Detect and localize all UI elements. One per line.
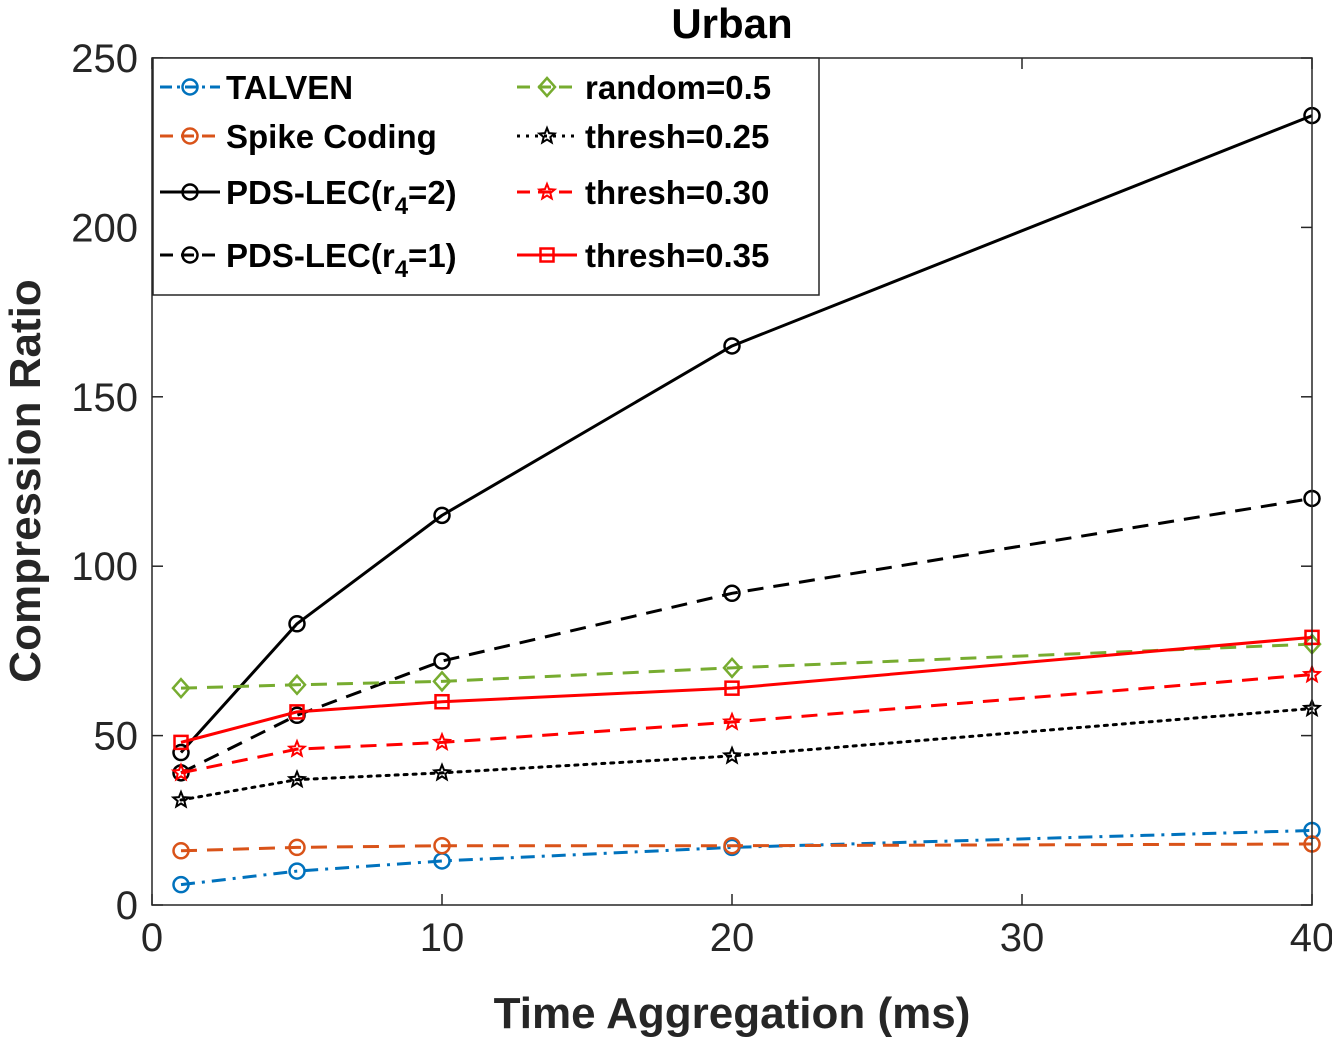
- data-point: [432, 670, 452, 693]
- y-axis-label: Compression Ratio: [1, 279, 50, 682]
- data-point: [433, 836, 451, 855]
- series-line: [180, 842, 1313, 853]
- legend-entry: thresh=0.35: [517, 237, 769, 274]
- legend-swatch-marker: [537, 76, 557, 98]
- series-line: [180, 642, 1313, 690]
- data-point: [723, 337, 741, 355]
- data-point: [288, 862, 306, 880]
- legend-label: PDS-LEC(r4=2): [226, 174, 457, 220]
- x-tick-label: 40: [1290, 916, 1332, 960]
- y-tick-label: 150: [71, 376, 138, 420]
- series-line: [180, 828, 1313, 887]
- y-tick-label: 100: [71, 545, 138, 589]
- data-point: [433, 506, 451, 525]
- data-point: [288, 615, 306, 633]
- data-point: [723, 584, 741, 603]
- legend-entry: thresh=0.30: [517, 174, 769, 211]
- series-6: [170, 663, 1323, 782]
- data-point: [433, 652, 451, 670]
- data-point: [723, 836, 741, 855]
- legend-label: thresh=0.35: [585, 237, 769, 274]
- series-line: [179, 707, 1314, 802]
- data-point: [172, 875, 190, 894]
- legend-label: thresh=0.25: [585, 118, 769, 155]
- chart-title: Urban: [671, 0, 792, 47]
- data-point: [170, 762, 192, 782]
- series-line: [180, 673, 1313, 775]
- data-point: [721, 745, 743, 765]
- legend-swatch-marker: [536, 125, 558, 145]
- legend-entry: PDS-LEC(r4=2): [160, 174, 457, 220]
- x-tick-label: 30: [1000, 916, 1045, 960]
- legend-swatch-marker: [181, 127, 199, 145]
- y-tick-label: 200: [71, 206, 138, 250]
- legend-swatch-marker: [181, 78, 199, 96]
- legend-entry: thresh=0.25: [517, 118, 769, 155]
- legend-label: thresh=0.30: [585, 174, 769, 211]
- x-tick-label: 0: [141, 916, 163, 960]
- data-point: [724, 680, 740, 696]
- y-tick-label: 0: [116, 884, 138, 928]
- x-tick-label: 10: [420, 916, 465, 960]
- legend-entry: TALVEN: [160, 69, 353, 106]
- legend: TALVEN Spike Coding PDS-LEC(r4=2) PDS-LEC(r…: [152, 57, 820, 296]
- series-line: [179, 114, 1313, 754]
- data-point: [286, 768, 308, 789]
- legend-swatch-marker: [181, 183, 199, 201]
- data-point: [434, 693, 450, 710]
- legend-entry: Spike Coding: [160, 118, 437, 155]
- series-5: [170, 697, 1323, 809]
- x-tick-label: 20: [710, 916, 755, 960]
- data-point: [286, 738, 308, 758]
- data-point: [171, 677, 191, 700]
- legend-swatch-marker: [181, 246, 199, 264]
- data-point: [172, 743, 190, 762]
- legend-label: random=0.5: [585, 69, 771, 106]
- data-point: [173, 734, 189, 751]
- legend-box: [152, 57, 820, 296]
- data-point: [721, 711, 743, 731]
- data-point: [287, 673, 307, 696]
- series-line: [180, 496, 1313, 775]
- data-point: [431, 762, 453, 782]
- legend-swatch-marker: [536, 181, 558, 201]
- legend-label: PDS-LEC(r4=1): [226, 237, 457, 283]
- legend-entry: PDS-LEC(r4=1): [160, 237, 457, 283]
- x-axis-label: Time Aggregation (ms): [494, 989, 971, 1037]
- series-layer: [170, 106, 1323, 894]
- data-point: [288, 838, 306, 857]
- data-point: [431, 731, 453, 752]
- legend-swatch-marker: [539, 247, 555, 263]
- data-point: [722, 656, 742, 679]
- y-tick-label: 50: [94, 715, 139, 759]
- data-point: [170, 789, 192, 809]
- legend-label: TALVEN: [226, 69, 353, 106]
- legend-entry: random=0.5: [517, 69, 771, 106]
- y-tick-label: 250: [71, 37, 138, 81]
- data-point: [172, 842, 190, 860]
- data-point: [289, 704, 305, 720]
- series-line: [180, 635, 1313, 744]
- legend-label: Spike Coding: [226, 118, 437, 155]
- tick-layer: 0 10 20 30 40 0 50 100 150 200 250: [71, 37, 1332, 960]
